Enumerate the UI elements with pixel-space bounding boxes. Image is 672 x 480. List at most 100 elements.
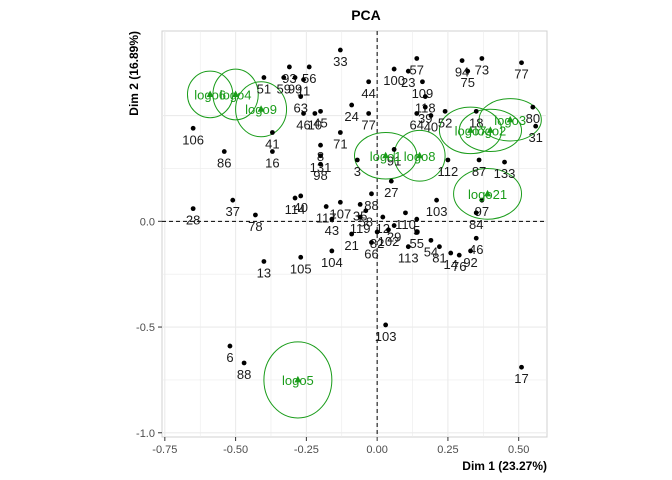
- point-label-21: 21: [344, 238, 358, 253]
- point-73: [479, 56, 485, 61]
- point-63: [298, 94, 304, 99]
- point-86: [221, 149, 227, 154]
- confidence-ellipse-logo2: [458, 108, 523, 153]
- point-92: [468, 248, 473, 254]
- point-82: [374, 229, 380, 235]
- point-label-88: 88: [237, 367, 251, 382]
- point-11: [301, 77, 306, 83]
- point-81: [437, 244, 442, 250]
- plot-panel: [161, 30, 548, 438]
- point-44: [366, 79, 372, 85]
- point-107: [337, 199, 343, 205]
- point-39: [422, 104, 428, 110]
- point-label-110: 110: [395, 217, 416, 232]
- point-37: [230, 197, 236, 203]
- point-label-17: 17: [514, 371, 528, 386]
- y-tick-label: -0.5: [136, 322, 155, 334]
- point-102: [386, 227, 391, 233]
- confidence-ellipse-logo3: [478, 98, 542, 142]
- group-marker-logo8: [416, 151, 424, 159]
- point-18: [473, 108, 479, 114]
- confidence-ellipse-logo21: [453, 167, 523, 220]
- point-88: [369, 191, 374, 197]
- point-14: [448, 250, 454, 256]
- confidence-ellipse-logo6: [186, 70, 234, 119]
- point-91: [391, 147, 397, 152]
- point-75: [465, 68, 471, 74]
- point-17: [519, 364, 524, 370]
- point-label-16: 16: [265, 156, 279, 171]
- y-axis-ticks: -1.0 -0.5 0.0: [136, 216, 162, 440]
- individual-points: 3357737794935610023751094451599911631188…: [182, 47, 543, 386]
- point-117: [323, 204, 329, 209]
- group-ellipses: [186, 68, 542, 419]
- point-label-54: 54: [424, 244, 438, 259]
- point-label-55: 55: [410, 236, 424, 251]
- point-label-40: 40: [424, 120, 438, 135]
- point-label-73: 73: [475, 62, 489, 77]
- point-label-59: 59: [276, 82, 290, 97]
- point-label-103: 103: [426, 204, 448, 219]
- y-tick-label: 0.0: [140, 216, 155, 228]
- chart-title: PCA: [351, 7, 381, 23]
- point-label-114: 114: [285, 202, 306, 217]
- point-label-113: 113: [398, 251, 419, 266]
- point-label-103: 103: [375, 329, 397, 344]
- point-54: [428, 237, 434, 243]
- point-label-80: 80: [526, 111, 540, 126]
- point-28: [190, 206, 196, 212]
- point-58: [363, 208, 369, 214]
- point-label-18: 18: [469, 115, 483, 130]
- point-6: [227, 343, 233, 349]
- point-label-102: 102: [378, 234, 400, 249]
- point-label-107: 107: [329, 206, 351, 221]
- point-label-64: 64: [410, 117, 424, 132]
- group-label-logo2: logo2: [474, 123, 506, 138]
- y-tick-label: -1.0: [136, 428, 155, 440]
- group-marker-logo4: [232, 90, 240, 97]
- point-label-37: 37: [226, 204, 240, 219]
- point-label-87: 87: [472, 164, 486, 179]
- group-label-logo9: logo9: [245, 102, 277, 117]
- point-label-131: 131: [310, 160, 332, 175]
- point-88: [241, 360, 247, 366]
- point-label-94: 94: [455, 65, 469, 80]
- point-100: [391, 66, 397, 72]
- x-tick-label: 0.00: [366, 444, 387, 456]
- point-52: [442, 108, 448, 114]
- group-marker-logo21: [484, 189, 492, 197]
- point-label-106: 106: [182, 132, 204, 147]
- point-label-93: 93: [282, 71, 296, 86]
- point-93: [286, 64, 292, 70]
- point-78: [253, 212, 258, 218]
- point-label-71: 71: [333, 137, 347, 152]
- point-label-14: 14: [444, 257, 458, 272]
- point-133: [502, 159, 507, 165]
- group-marker-logo1: [382, 151, 390, 159]
- point-23: [405, 68, 411, 74]
- point-43: [329, 216, 335, 222]
- point-label-75: 75: [461, 75, 475, 90]
- point-label-88: 88: [364, 198, 378, 213]
- point-label-98: 98: [313, 168, 327, 183]
- group-label-logo3: logo3: [494, 113, 526, 128]
- point-64: [414, 111, 420, 116]
- group-label-logo4: logo4: [220, 87, 252, 102]
- point-80: [530, 104, 536, 110]
- point-label-45: 45: [313, 115, 327, 130]
- point-label-31: 31: [528, 130, 542, 145]
- point-105: [298, 254, 304, 260]
- x-axis-title: Dim 1 (23.27%): [462, 459, 547, 473]
- point-label-57: 57: [410, 62, 424, 77]
- point-112: [445, 157, 451, 163]
- confidence-ellipse-logo7: [438, 106, 503, 155]
- point-label-133: 133: [494, 166, 516, 181]
- point-118: [422, 94, 428, 99]
- point-114: [292, 195, 298, 201]
- y-axis-title: Dim 2 (16.89%): [127, 31, 141, 116]
- point-label-86: 86: [217, 156, 231, 171]
- point-57: [414, 56, 420, 61]
- point-113: [405, 244, 411, 250]
- point-label-81: 81: [432, 251, 446, 266]
- point-97: [479, 197, 485, 203]
